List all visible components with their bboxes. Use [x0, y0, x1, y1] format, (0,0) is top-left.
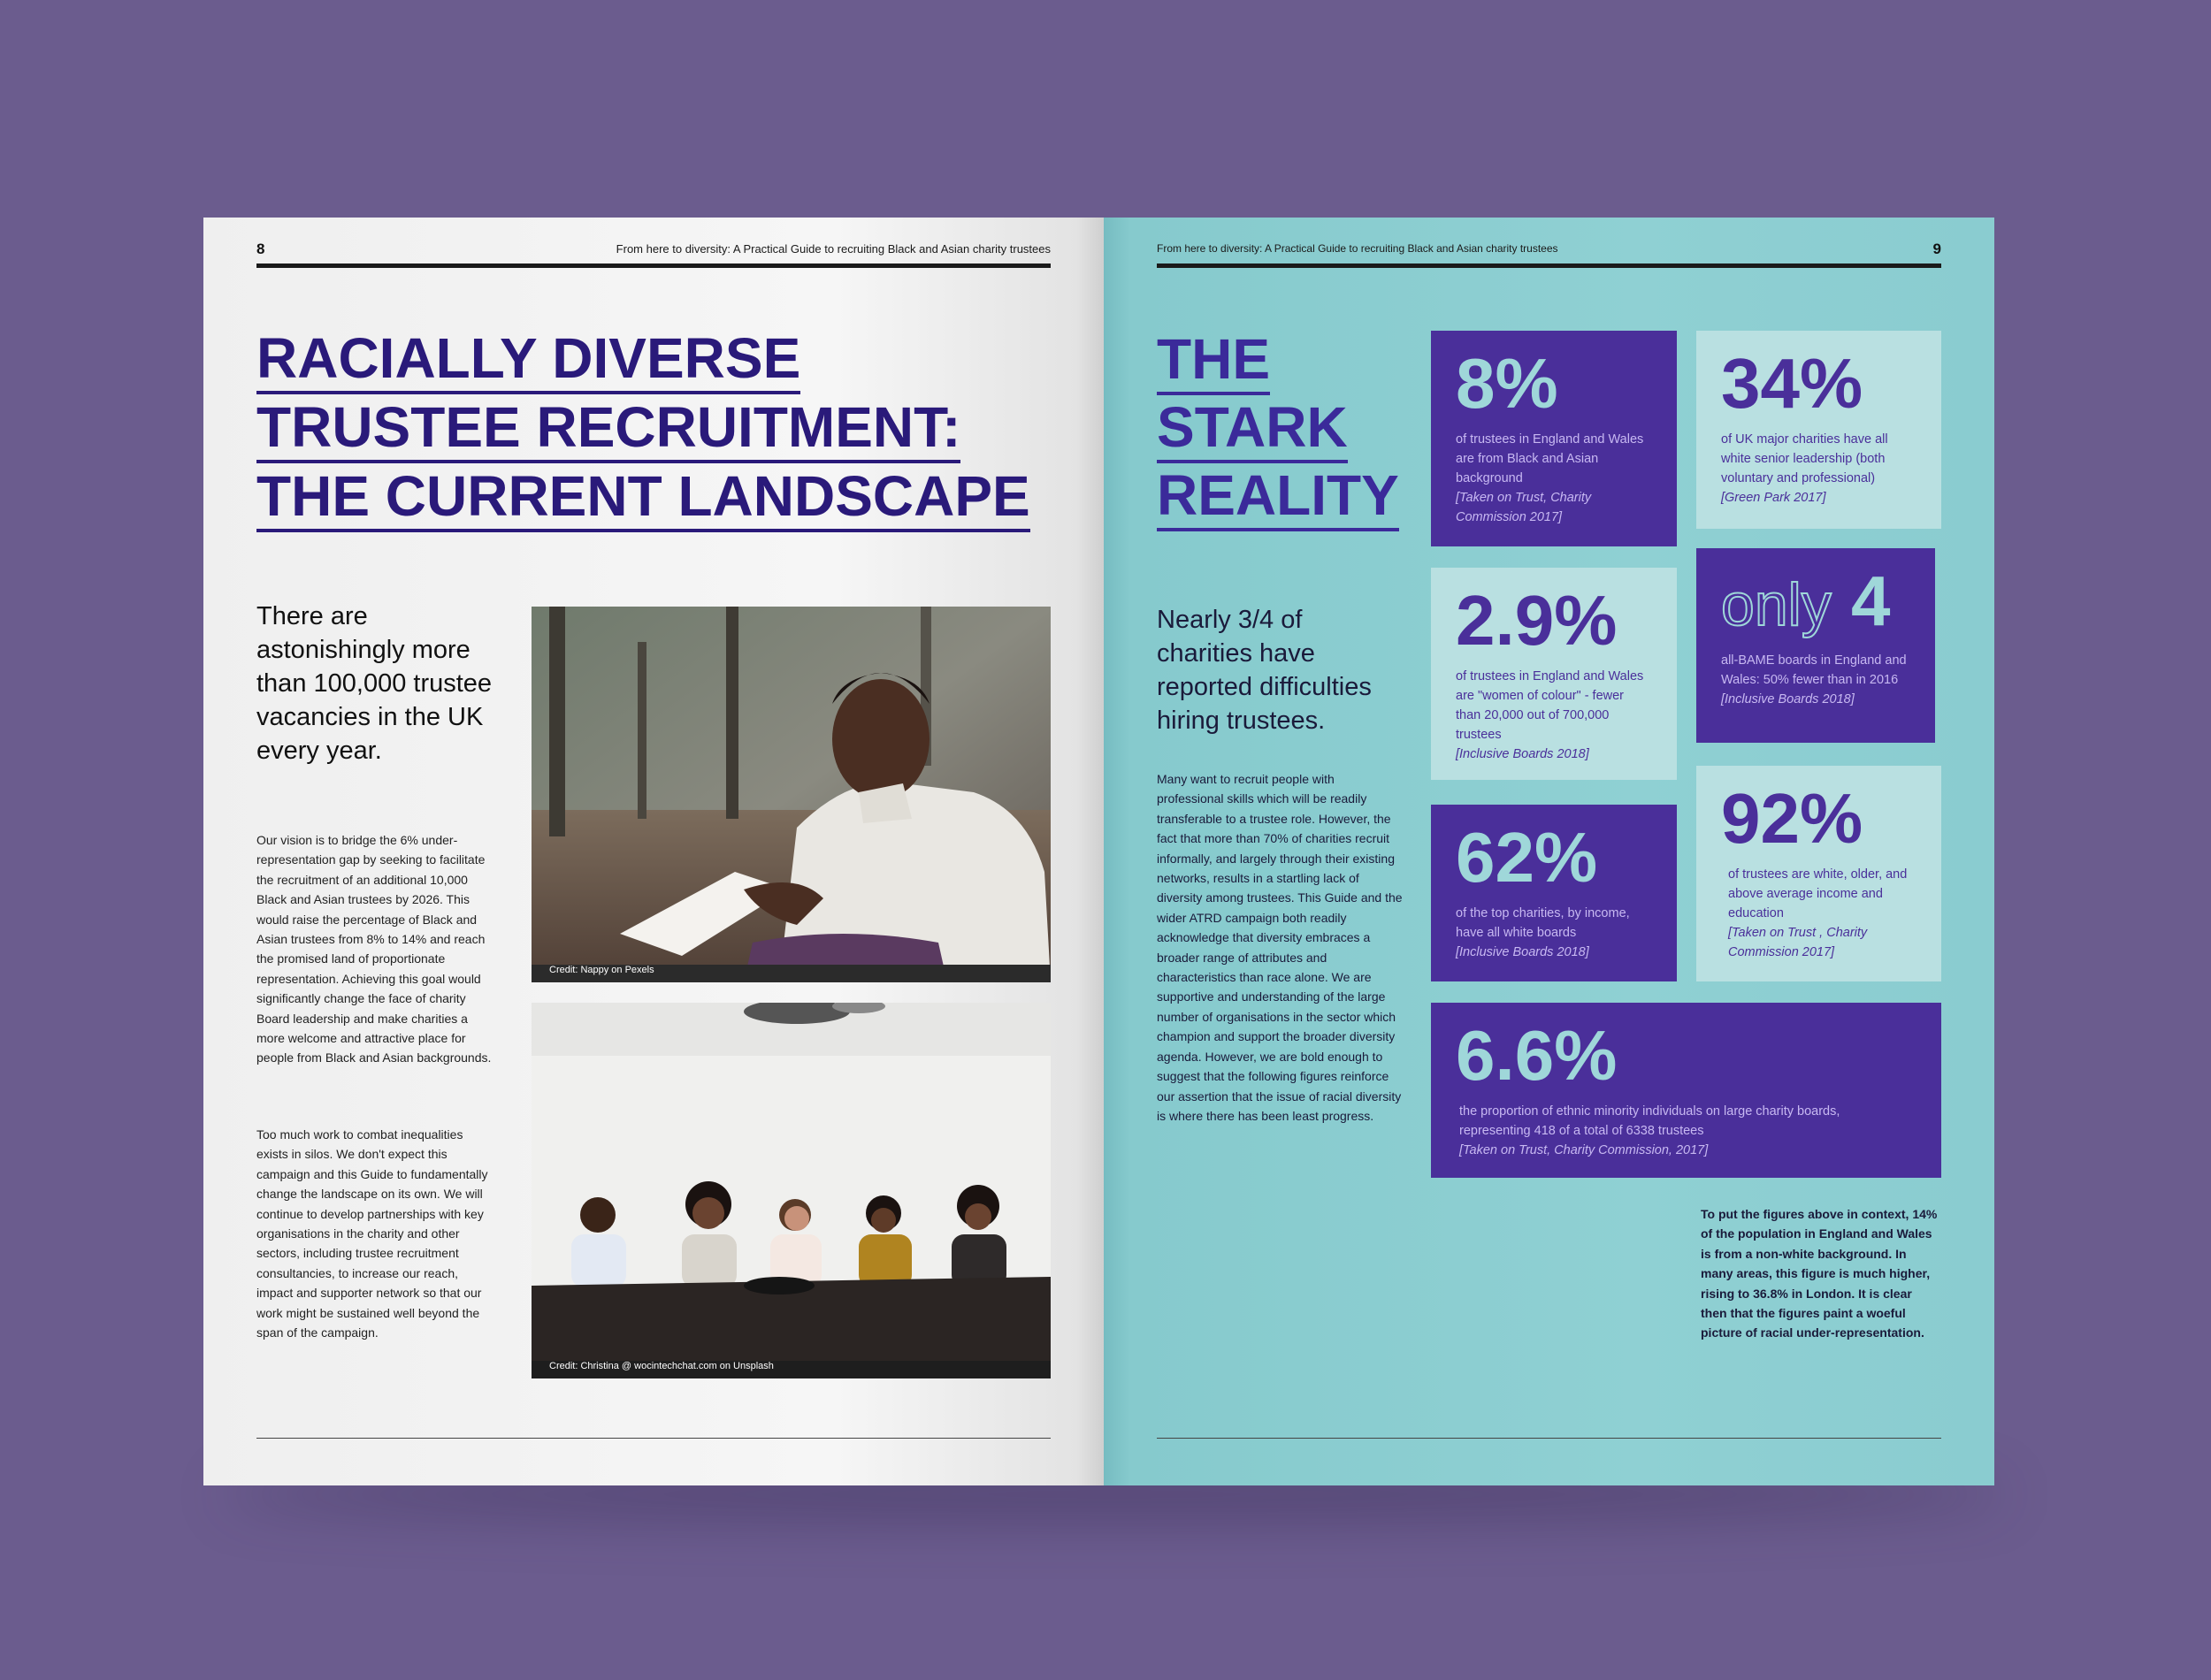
booklet-spread: 8 From here to diversity: A Practical Gu… [203, 218, 1994, 1485]
meeting-people [571, 1181, 1006, 1287]
stat-box-8-percent: 8% of trustees in England and Wales are … [1431, 331, 1677, 546]
stat-box-6-6-percent: 6.6% the proportion of ethnic minority i… [1431, 1003, 1941, 1178]
running-header-left: From here to diversity: A Practical Guid… [616, 242, 1051, 256]
lead-statement-right: Nearly 3/4 of charities have reported di… [1157, 606, 1372, 735]
vision-paragraph: Our vision is to bridge the 6% under-rep… [256, 833, 492, 1065]
man-reading-image [532, 607, 1051, 982]
photo1-credit: Credit: Nappy on Pexels [549, 965, 654, 975]
page-number-left: 8 [256, 241, 265, 257]
stat-box-34-percent: 34% of UK major charities have all white… [1696, 331, 1941, 529]
right-page: From here to diversity: A Practical Guid… [1104, 218, 1994, 1485]
stat-box-62-percent: 62% of the top charities, by income, hav… [1431, 805, 1677, 981]
photo2-credit: Credit: Christina @ wocintechchat.com on… [549, 1361, 774, 1371]
team-meeting-image [532, 1003, 1051, 1378]
header-rule-left [256, 263, 1051, 268]
photo-man-reading: Credit: Nappy on Pexels [532, 607, 1051, 982]
footer-rule-left [256, 1438, 1051, 1439]
right-page-title: THE STARK REALITY [1157, 327, 1399, 531]
informal-recruitment-paragraph: Many want to recruit people with profess… [1157, 772, 1403, 1123]
lead-statement: There are astonishingly more than 100,00… [256, 602, 493, 765]
left-page-title: RACIALLY DIVERSE TRUSTEE RECRUITMENT: TH… [256, 325, 1030, 532]
header-rule-right [1157, 263, 1941, 268]
running-header-right: From here to diversity: A Practical Guid… [1157, 242, 1558, 255]
silos-paragraph: Too much work to combat inequalities exi… [256, 1127, 488, 1340]
stat-box-92-percent: 92% of trustees are white, older, and ab… [1696, 766, 1941, 981]
stat-box-only-4: only 4 all-BAME boards in England and Wa… [1696, 548, 1935, 743]
footer-rule-right [1157, 1438, 1941, 1439]
context-paragraph: To put the figures above in context, 14%… [1701, 1207, 1938, 1340]
left-page: 8 From here to diversity: A Practical Gu… [203, 218, 1104, 1485]
stat-box-2-9-percent: 2.9% of trustees in England and Wales ar… [1431, 568, 1677, 780]
photo-team-meeting: Credit: Christina @ wocintechchat.com on… [532, 1003, 1051, 1378]
page-number-right: 9 [1932, 241, 1941, 257]
